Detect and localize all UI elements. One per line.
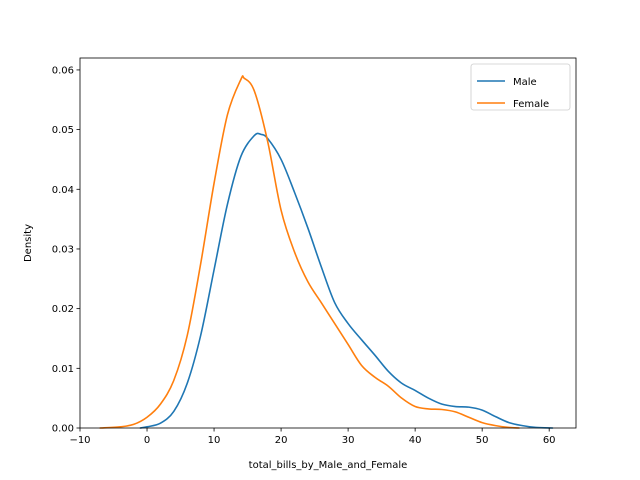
x-tick-label: 20 [275,435,288,446]
legend-box [470,63,571,111]
series-line-female [99,75,520,429]
y-tick-label: 0.03 [52,244,74,255]
x-tick-label: 30 [342,435,355,446]
y-axis: 0.00 0.01 0.02 0.03 0.04 0.05 0.06 [52,65,80,435]
y-tick-label: 0.06 [52,65,74,76]
series-line-male [139,132,554,429]
x-tick-label: 10 [208,435,221,446]
x-tick-label: 60 [543,435,556,446]
legend-label-female: Female [513,99,549,110]
y-tick-label: 0.02 [52,304,74,315]
x-tick-label: 50 [476,435,489,446]
y-tick-label: 0.04 [52,185,74,196]
y-tick-label: 0.00 [52,424,74,435]
legend: Male Female [470,63,571,111]
axes-frame [79,57,577,429]
x-tick-label: −10 [69,435,90,446]
y-tick-label: 0.01 [52,364,74,375]
y-tick-label: 0.05 [52,125,74,136]
legend-label-male: Male [513,77,537,88]
x-axis-title: total_bills_by_Male_and_Female [249,460,408,471]
x-tick-label: 40 [409,435,422,446]
x-tick-label: 0 [144,435,150,446]
y-axis-title: Density [23,224,34,262]
series-lines [99,75,554,429]
x-axis: −10 0 10 20 30 40 50 60 [69,428,556,446]
